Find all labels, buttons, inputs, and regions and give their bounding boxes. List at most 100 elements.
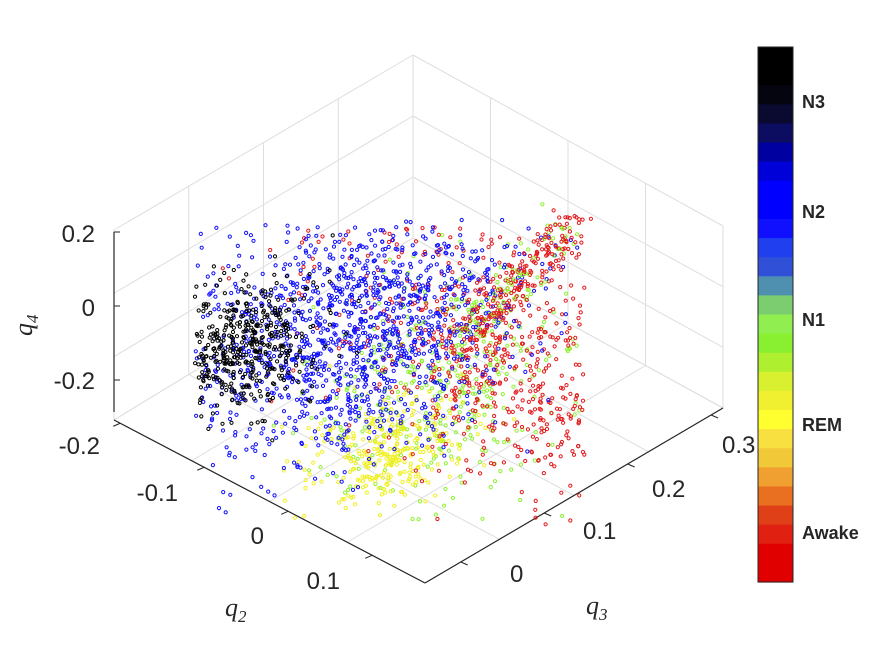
- scatter-point-n3: [249, 370, 254, 375]
- scatter-point-n2: [379, 444, 384, 449]
- scatter-point-n3: [283, 360, 288, 365]
- scatter-point-rem: [376, 501, 381, 506]
- scatter-point-n2: [405, 407, 410, 413]
- scatter-point-n3: [241, 384, 246, 389]
- scatter-point-awake: [365, 253, 370, 258]
- scatter-point-n3: [274, 281, 279, 286]
- scatter-point-rem: [384, 481, 389, 487]
- scatter-point-awake: [396, 254, 401, 259]
- scatter-point-rem: [395, 436, 400, 441]
- scatter-point-n3: [344, 331, 349, 336]
- scatter-point-n1: [399, 359, 404, 364]
- scatter-point-rem: [382, 434, 387, 439]
- scatter-point-n3: [271, 347, 276, 352]
- scatter-point-n2: [266, 337, 271, 342]
- scatter-point-n1: [458, 474, 463, 479]
- scatter-point-n2: [395, 275, 400, 280]
- scatter-point-n2: [360, 279, 365, 284]
- scatter-point-n2: [349, 380, 354, 385]
- scatter-point-n2: [323, 361, 328, 366]
- scatter-point-awake: [576, 420, 582, 425]
- scatter-point-n2: [194, 413, 199, 418]
- y-tick-label: 0.1: [583, 518, 616, 545]
- scatter-point-rem: [377, 458, 382, 463]
- scatter-point-n2: [281, 409, 287, 414]
- scatter-point-n2: [354, 397, 359, 402]
- scatter-point-awake: [520, 335, 525, 340]
- scatter-point-n2: [297, 415, 302, 420]
- scatter-point-awake: [534, 364, 539, 369]
- scatter-point-n2: [441, 295, 447, 300]
- scatter-point-awake: [366, 449, 371, 454]
- scatter-point-n2: [410, 243, 415, 248]
- scatter-point-n3: [251, 307, 256, 312]
- scatter-point-n2: [372, 280, 377, 285]
- scatter-point-n2: [342, 432, 347, 437]
- scatter-point-awake: [562, 246, 567, 251]
- scatter-point-n3: [277, 354, 282, 359]
- scatter-point-rem: [392, 429, 397, 434]
- scatter-point-n2: [454, 404, 459, 409]
- scatter-point-n2: [344, 361, 349, 366]
- scatter-point-n2: [296, 308, 301, 314]
- scatter-point-awake: [466, 307, 471, 312]
- scatter-point-awake: [478, 381, 484, 387]
- scatter-point-awake: [509, 280, 514, 285]
- scatter-point-rem: [303, 478, 308, 483]
- scatter-point-rem: [364, 490, 369, 495]
- scatter-point-n1: [346, 383, 351, 388]
- scatter-point-n2: [383, 313, 388, 318]
- scatter-point-rem: [285, 459, 290, 464]
- scatter-point-awake: [565, 338, 571, 343]
- scatter-point-rem: [331, 425, 336, 430]
- scatter-point-n2: [377, 372, 382, 377]
- scatter-point-awake: [497, 293, 502, 298]
- scatter-point-rem: [439, 398, 444, 403]
- scatter-point-awake: [548, 228, 554, 233]
- scatter-point-rem: [378, 473, 383, 478]
- axis-line: [113, 176, 414, 358]
- scatter-point-n2: [335, 442, 340, 447]
- scatter-point-n2: [314, 233, 319, 238]
- z-tick-label: -0.2: [54, 368, 95, 395]
- scatter-point-n2: [281, 465, 286, 471]
- scatter-point-n3: [222, 333, 227, 338]
- scatter-point-n2: [426, 328, 431, 333]
- scatter-point-n2: [365, 270, 370, 275]
- scatter-point-n2: [426, 315, 431, 320]
- scatter-point-awake: [514, 268, 519, 273]
- scatter-point-n2: [378, 312, 383, 317]
- scatter-point-awake: [518, 381, 523, 386]
- scatter-point-n2: [294, 360, 299, 365]
- scatter-point-n2: [483, 354, 488, 359]
- scatter-point-awake: [514, 389, 519, 394]
- scatter-point-awake: [540, 202, 545, 207]
- scatter-point-rem: [346, 454, 351, 459]
- scatter-point-n3: [295, 355, 300, 360]
- scatter-point-n3: [231, 325, 236, 330]
- scatter-point-n2: [433, 380, 438, 385]
- scatter-point-n2: [357, 283, 362, 288]
- axis-line: [196, 466, 205, 471]
- scatter-point-awake: [501, 421, 506, 426]
- scatter-point-awake: [484, 349, 489, 354]
- scatter-point-awake: [548, 452, 554, 457]
- scatter-point-awake: [524, 263, 529, 268]
- scatter-point-n3: [196, 355, 202, 360]
- scatter-point-awake: [485, 404, 490, 409]
- scatter-point-awake: [432, 375, 437, 380]
- scatter-point-n2: [321, 367, 327, 373]
- scatter-point-n2: [465, 393, 470, 399]
- scatter-point-rem: [418, 457, 423, 463]
- scatter-point-awake: [475, 321, 480, 326]
- scatter-point-awake: [480, 370, 486, 375]
- scatter-point-rem: [390, 422, 395, 427]
- scatter-point-awake: [443, 312, 448, 317]
- scatter-point-n2: [400, 414, 405, 419]
- scatter-point-awake: [574, 393, 580, 398]
- colorbar-swatch: [758, 123, 793, 144]
- scatter-point-awake: [513, 443, 518, 448]
- scatter-point-n2: [329, 336, 334, 341]
- scatter-point-n1: [359, 350, 364, 356]
- scatter-point-n2: [223, 510, 228, 515]
